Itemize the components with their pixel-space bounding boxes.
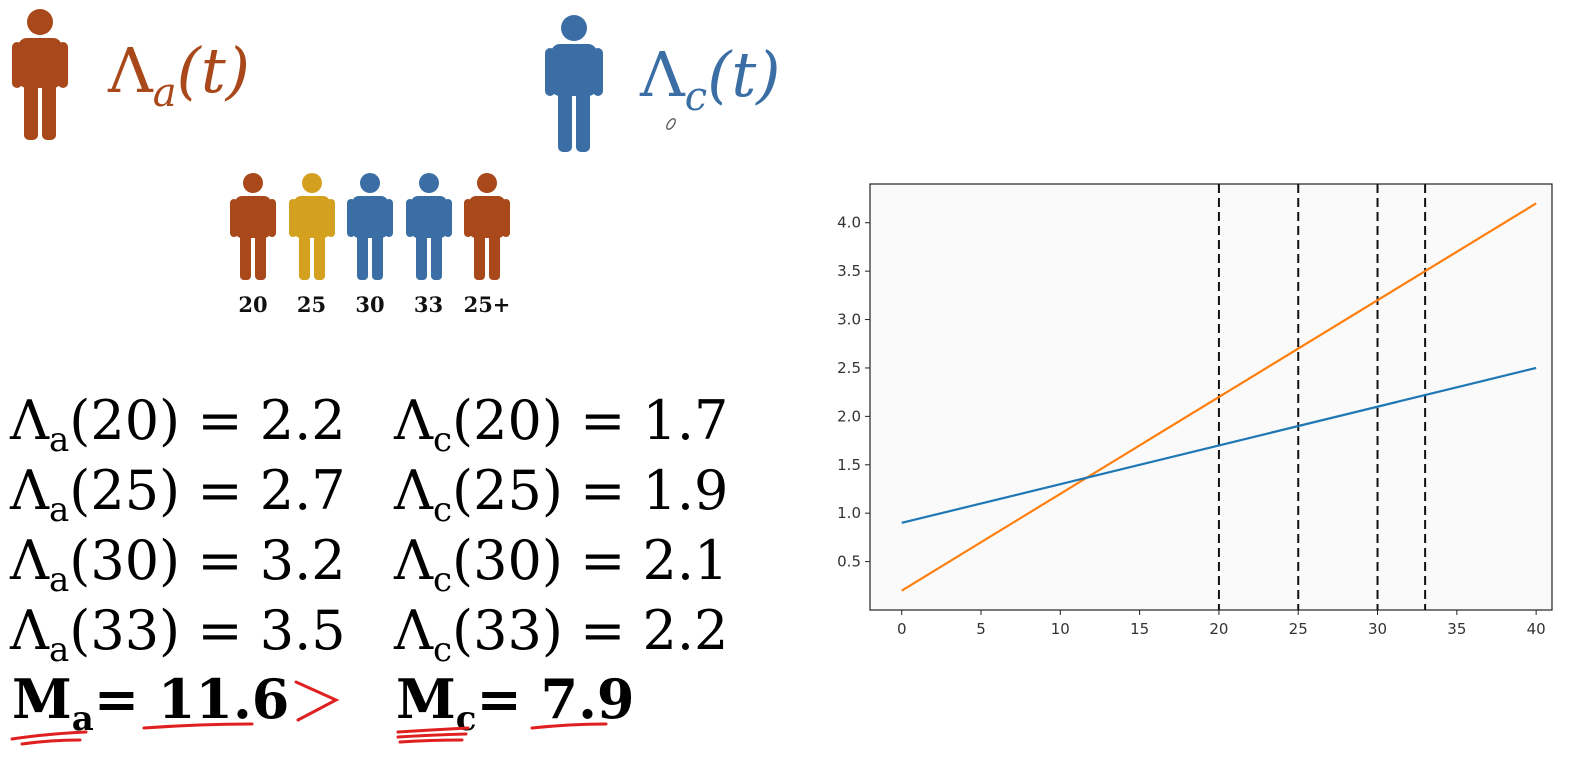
equation-row: Λc(33) = 2.2	[394, 599, 729, 670]
y-tick-label: 2.5	[837, 359, 861, 377]
underline-mc-3	[398, 738, 464, 744]
underline-7-9	[530, 722, 608, 730]
x-tick-label: 35	[1447, 620, 1466, 638]
underline-ma	[10, 730, 88, 741]
x-tick-label: 30	[1368, 620, 1387, 638]
x-tick-label: 10	[1051, 620, 1070, 638]
equation-row: Λa(20) = 2.2	[10, 389, 346, 460]
equation-row: Λc(30) = 2.1	[394, 529, 729, 600]
x-tick-label: 0	[897, 620, 907, 638]
age-label: 33	[413, 292, 444, 317]
x-tick-label: 15	[1130, 620, 1149, 638]
x-tick-label: 40	[1527, 620, 1546, 638]
plot-frame	[869, 183, 1553, 611]
x-tick-label: 20	[1209, 620, 1228, 638]
y-tick-label: 1.0	[837, 504, 861, 522]
equation-row: Λa(33) = 3.5	[10, 599, 346, 670]
ma-total: Ma= 11.6	[12, 667, 290, 739]
person-3-icon	[405, 173, 452, 280]
lambda-a-label: Λa(t)	[108, 34, 250, 116]
mc-total: Mc= 7.9	[396, 667, 635, 739]
y-tick-label: 3.5	[837, 262, 861, 280]
age-label: 25	[296, 292, 327, 317]
age-label: 30	[355, 292, 385, 317]
age-label: 20	[238, 292, 268, 317]
series-line-1	[901, 366, 1537, 524]
x-tick-label: 5	[976, 620, 986, 638]
person-1-icon	[288, 173, 335, 280]
greater-than-mark	[294, 680, 340, 722]
y-tick-label: 1.5	[837, 456, 861, 474]
person-2-icon	[347, 173, 393, 280]
series-line-0	[901, 202, 1537, 592]
lambda-c-label: Λc(t)	[640, 38, 781, 120]
underline-mc-2	[396, 732, 468, 739]
person-4-icon	[464, 173, 510, 280]
underline-ma-2	[20, 738, 82, 746]
person-0-icon	[230, 173, 276, 280]
equation-row: Λc(25) = 1.9	[394, 459, 729, 530]
age-label: 25+	[463, 292, 511, 317]
person-c-icon	[545, 15, 603, 152]
annotation-layer	[10, 680, 608, 746]
underline-11-6	[142, 722, 254, 730]
hazard-chart: 0 5 10 15 20 25 30 35 40 0.5 1.0 1.5 2.0 2.5 3.0 3.5 4.0	[837, 183, 1553, 638]
person-a-icon	[12, 9, 68, 140]
x-tick-label: 25	[1289, 620, 1308, 638]
y-tick-label: 2.0	[837, 407, 861, 425]
underline-mc	[396, 726, 470, 734]
equation-row: Λa(30) = 3.2	[10, 529, 346, 600]
y-tick-label: 4.0	[837, 214, 861, 232]
y-tick-label: 3.0	[837, 311, 861, 329]
cursor-mark-icon	[666, 118, 676, 130]
equation-row: Λa(25) = 2.7	[10, 459, 346, 530]
y-tick-label: 0.5	[837, 553, 861, 571]
equation-row: Λc(20) = 1.7	[394, 389, 729, 460]
